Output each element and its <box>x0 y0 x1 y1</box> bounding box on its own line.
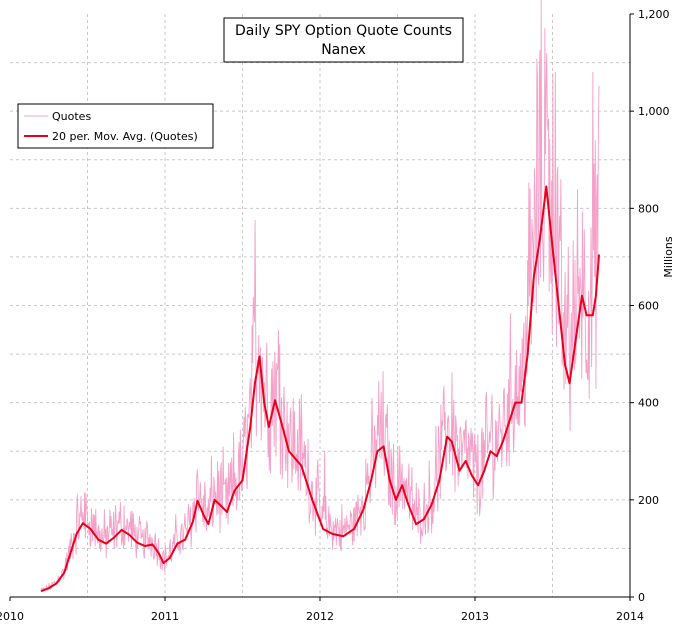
quotes-series <box>40 0 600 591</box>
x-axis-ticks: 2010 2011 2012 2013 2014 <box>0 597 644 623</box>
y-tick-label: 800 <box>638 202 659 215</box>
y-axis-title: Millions <box>662 236 675 277</box>
x-tick-label: 2012 <box>306 610 334 623</box>
chart-subtitle: Nanex <box>321 42 366 58</box>
y-tick-label: 400 <box>638 397 659 410</box>
x-tick-label: 2011 <box>151 610 179 623</box>
x-tick-label: 2014 <box>616 610 644 623</box>
y-tick-label: 600 <box>638 300 659 313</box>
y-tick-label: 1,200 <box>638 8 670 21</box>
moving-average-series <box>40 185 600 593</box>
x-tick-label: 2013 <box>461 610 489 623</box>
chart-title: Daily SPY Option Quote Counts <box>235 23 452 39</box>
y-tick-label: 0 <box>638 591 645 604</box>
y-axis-ticks: 0 200 400 600 800 1,000 1,200 <box>630 8 670 604</box>
legend-label-quotes: Quotes <box>52 110 91 123</box>
moving-average-line <box>40 185 600 593</box>
y-tick-label: 200 <box>638 494 659 507</box>
chart-title-box: Daily SPY Option Quote Counts Nanex <box>223 17 464 63</box>
y-tick-label: 1,000 <box>638 105 670 118</box>
x-tick-label: 2010 <box>0 610 24 623</box>
legend: Quotes 20 per. Mov. Avg. (Quotes) <box>17 103 214 149</box>
quotes-line <box>40 0 600 591</box>
legend-label-moving-average: 20 per. Mov. Avg. (Quotes) <box>52 130 198 143</box>
